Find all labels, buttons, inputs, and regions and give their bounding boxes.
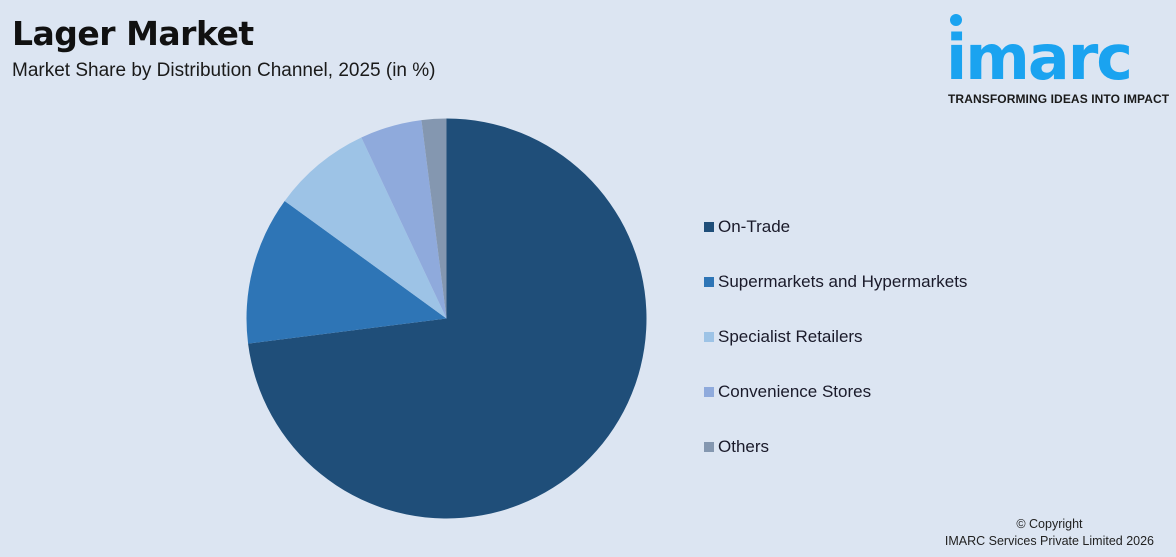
pie-slice-convenience-stores (361, 120, 447, 319)
legend-swatch-icon (704, 277, 714, 287)
logo-dot (950, 14, 962, 26)
legend-item: On-Trade (704, 216, 967, 238)
chart-title: Lager Market (12, 14, 254, 53)
legend-swatch-icon (704, 332, 714, 342)
chart-subtitle: Market Share by Distribution Channel, 20… (12, 60, 436, 81)
legend-item: Supermarkets and Hypermarkets (704, 271, 967, 293)
legend-swatch-icon (704, 442, 714, 452)
legend-label: Supermarkets and Hypermarkets (718, 272, 968, 291)
chart-legend: On-Trade Supermarkets and Hypermarkets Spe… (704, 216, 967, 491)
legend-label: Others (718, 437, 770, 456)
legend-label: Specialist Retailers (718, 327, 863, 346)
copyright-line-1: © Copyright (1016, 517, 1083, 531)
legend-item: Specialist Retailers (704, 326, 967, 348)
legend-item: Others (704, 436, 967, 458)
legend-label: Convenience Stores (718, 382, 872, 401)
pie-slice-specialist-retailers (284, 137, 447, 319)
legend-swatch-icon (704, 222, 714, 232)
pie-slice-on-trade (248, 118, 647, 519)
copyright-line-2: IMARC Services Private Limited 2026 (944, 534, 1154, 548)
logo-wordmark: imarc (946, 21, 1133, 94)
pie-chart (246, 118, 647, 519)
logo-tagline: TRANSFORMING IDEAS INTO IMPACT (948, 92, 1170, 106)
legend-label: On-Trade (718, 217, 791, 236)
legend-swatch-icon (704, 387, 714, 397)
legend-item: Convenience Stores (704, 381, 967, 403)
copyright: © Copyright IMARC Services Private Limit… (945, 516, 1154, 550)
pie-slice-others (421, 118, 447, 319)
pie-slice-supermarkets-and-hypermarkets (246, 200, 447, 344)
